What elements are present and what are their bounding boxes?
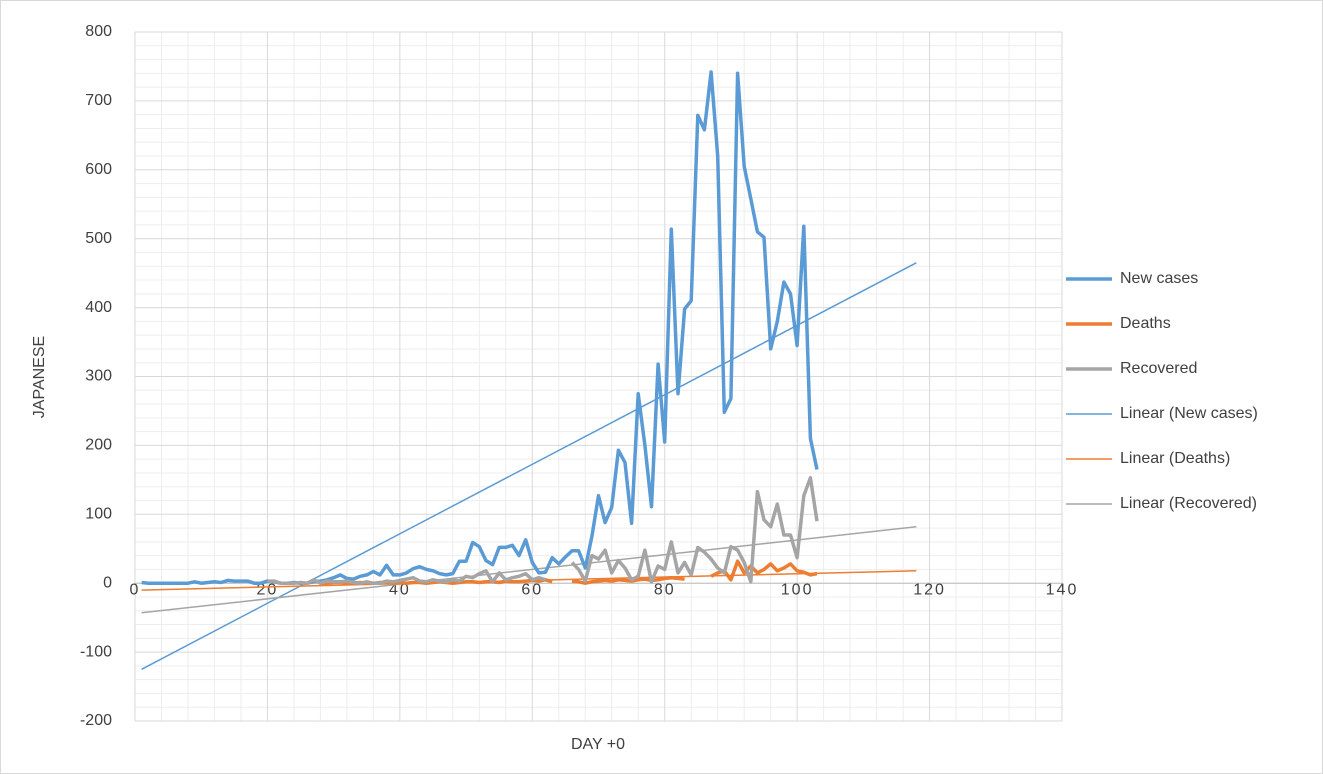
trendline xyxy=(141,262,917,670)
legend-label: New cases xyxy=(1120,270,1198,287)
y-axis-label: JAPANESE xyxy=(31,336,48,418)
y-tick-label: 600 xyxy=(85,161,112,178)
legend-label: Deaths xyxy=(1120,315,1171,332)
series-line xyxy=(141,70,819,585)
trendline xyxy=(141,525,917,614)
x-tick-label: 100 xyxy=(781,581,814,598)
x-tick-label: 80 xyxy=(654,581,676,598)
legend-label: Linear (Deaths) xyxy=(1120,450,1230,467)
x-tick-label: 120 xyxy=(913,581,946,598)
series-line xyxy=(267,569,547,585)
series-line xyxy=(710,559,818,582)
y-tick-label: 0 xyxy=(103,574,112,591)
y-tick-label: 200 xyxy=(85,437,112,454)
y-tick-label: 400 xyxy=(85,299,112,316)
y-tick-label: 700 xyxy=(85,92,112,109)
x-axis-label: DAY +0 xyxy=(571,736,625,753)
y-tick-label: -100 xyxy=(80,643,112,660)
y-tick-label: 800 xyxy=(85,23,112,40)
series-line xyxy=(570,476,819,584)
x-tick-label: 20 xyxy=(257,581,279,598)
legend-label: Recovered xyxy=(1120,360,1197,377)
x-tick-label: 0 xyxy=(130,581,141,598)
series-line xyxy=(571,575,685,585)
y-tick-label: 100 xyxy=(85,506,112,523)
x-tick-label: 40 xyxy=(389,581,411,598)
y-tick-label: -200 xyxy=(80,712,112,729)
y-tick-label: 300 xyxy=(85,368,112,385)
legend-label: Linear (New cases) xyxy=(1120,405,1258,422)
x-tick-label: 140 xyxy=(1046,581,1079,598)
y-tick-label: 500 xyxy=(85,230,112,247)
legend-label: Linear (Recovered) xyxy=(1120,495,1257,512)
x-tick-label: 60 xyxy=(521,581,543,598)
